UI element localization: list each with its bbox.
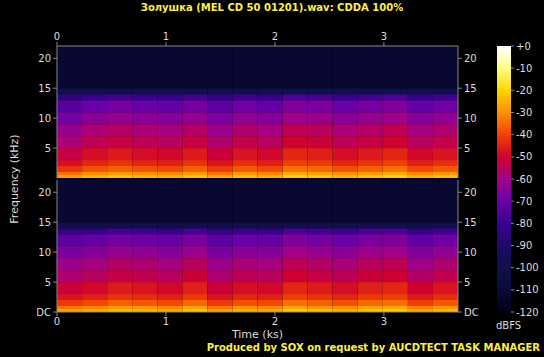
html-text:Produced by SOX on request by: Produced by SOX on request by AUCDTECT T… <box>206 342 540 353</box>
svg-text:20: 20 <box>38 53 51 64</box>
svg-text:-20: -20 <box>516 85 532 96</box>
svg-text:5: 5 <box>464 277 470 288</box>
svg-text:-70: -70 <box>516 196 532 207</box>
svg-text:15: 15 <box>38 217 51 228</box>
svg-text:DC: DC <box>464 307 479 318</box>
html-text:Time (ks): Time (ks) <box>231 328 283 341</box>
svg-text:15: 15 <box>464 217 477 228</box>
svg-text:2: 2 <box>272 31 278 42</box>
svg-text:2: 2 <box>272 316 278 327</box>
svg-text:5: 5 <box>45 277 51 288</box>
svg-text:-40: -40 <box>516 129 532 140</box>
svg-text:-100: -100 <box>516 262 539 273</box>
svg-text:0: 0 <box>54 316 60 327</box>
svg-text:5: 5 <box>45 143 51 154</box>
svg-text:0: 0 <box>54 31 60 42</box>
svg-text:15: 15 <box>38 83 51 94</box>
svg-text:10: 10 <box>464 247 477 258</box>
svg-text:DC: DC <box>36 307 51 318</box>
svg-text:20: 20 <box>464 187 477 198</box>
svg-text:15: 15 <box>464 83 477 94</box>
svg-text:10: 10 <box>38 247 51 258</box>
svg-text:10: 10 <box>464 113 477 124</box>
svg-text:10: 10 <box>38 113 51 124</box>
svg-text:-50: -50 <box>516 151 532 162</box>
html-text:Frequency (kHz): Frequency (kHz) <box>7 134 21 224</box>
html-text:dBFS: dBFS <box>496 320 522 331</box>
svg-text:3: 3 <box>381 31 387 42</box>
html-text:Золушка (MEL CD 50 01201).wav:: Золушка (MEL CD 50 01201).wav: CDDA 100% <box>140 2 404 13</box>
svg-text:5: 5 <box>464 143 470 154</box>
svg-text:-80: -80 <box>516 218 532 229</box>
svg-text:3: 3 <box>381 316 387 327</box>
svg-text:-10: -10 <box>516 63 532 74</box>
svg-text:20: 20 <box>38 187 51 198</box>
svg-text:-90: -90 <box>516 240 532 251</box>
svg-text:20: 20 <box>464 53 477 64</box>
svg-text:-60: -60 <box>516 174 532 185</box>
svg-text:-110: -110 <box>516 284 539 295</box>
svg-text:1: 1 <box>163 316 169 327</box>
svg-text:1: 1 <box>163 31 169 42</box>
svg-text:+0: +0 <box>516 41 531 52</box>
svg-text:-30: -30 <box>516 107 532 118</box>
svg-text:-120: -120 <box>516 307 539 318</box>
